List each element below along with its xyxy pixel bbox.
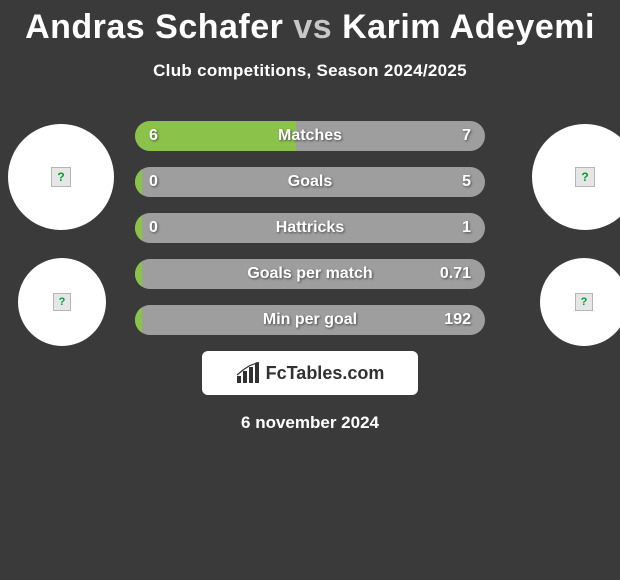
title-player1: Andras Schafer bbox=[25, 8, 283, 46]
player1-avatar-circle: ? bbox=[8, 124, 114, 230]
bar-chart-icon bbox=[236, 362, 260, 384]
subtitle: Club competitions, Season 2024/2025 bbox=[0, 61, 620, 81]
stat-row: Min per goal 192 bbox=[135, 305, 485, 335]
date-text: 6 november 2024 bbox=[0, 413, 620, 433]
stat-row: 0 Hattricks 1 bbox=[135, 213, 485, 243]
stat-label: Hattricks bbox=[135, 213, 485, 243]
stat-label: Goals per match bbox=[135, 259, 485, 289]
stat-value-right: 1 bbox=[462, 213, 471, 243]
stat-row: Goals per match 0.71 bbox=[135, 259, 485, 289]
stat-label: Min per goal bbox=[135, 305, 485, 335]
player2-club-circle: ? bbox=[540, 258, 620, 346]
stat-value-right: 0.71 bbox=[440, 259, 471, 289]
title-vs: vs bbox=[293, 8, 332, 46]
placeholder-icon: ? bbox=[51, 167, 71, 187]
placeholder-icon: ? bbox=[575, 167, 595, 187]
page-title: Andras Schafer vs Karim Adeyemi bbox=[0, 0, 620, 47]
stat-label: Matches bbox=[135, 121, 485, 151]
stat-value-right: 192 bbox=[444, 305, 471, 335]
stat-value-right: 7 bbox=[462, 121, 471, 151]
placeholder-icon: ? bbox=[53, 293, 71, 311]
stat-label: Goals bbox=[135, 167, 485, 197]
stat-row: 6 Matches 7 bbox=[135, 121, 485, 151]
title-player2: Karim Adeyemi bbox=[342, 8, 595, 46]
fctables-logo: FcTables.com bbox=[202, 351, 418, 395]
stats-container: 6 Matches 7 0 Goals 5 0 Hattricks 1 Goal… bbox=[135, 121, 485, 335]
placeholder-icon: ? bbox=[575, 293, 593, 311]
player2-avatar-circle: ? bbox=[532, 124, 620, 230]
stat-value-right: 5 bbox=[462, 167, 471, 197]
logo-text: FcTables.com bbox=[266, 363, 385, 384]
player1-club-circle: ? bbox=[18, 258, 106, 346]
stat-row: 0 Goals 5 bbox=[135, 167, 485, 197]
